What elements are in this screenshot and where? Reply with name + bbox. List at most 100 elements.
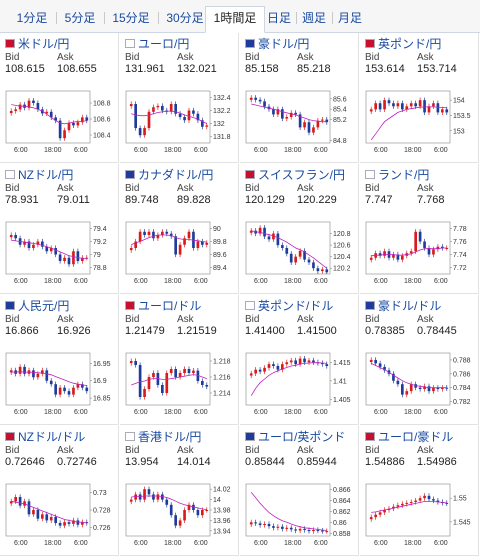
y-tick-label: 132: [213, 121, 225, 128]
candle-body: [414, 103, 417, 107]
x-tick-label: 18:00: [44, 147, 62, 154]
currency-pair-link[interactable]: スイスフラン/円: [245, 166, 345, 182]
x-tick-label: 6:00: [314, 278, 328, 285]
candle-body: [307, 122, 311, 133]
price-chart: 14.02 14 13.98 13.96 13.94 6:00 18:00 6:00: [125, 483, 231, 547]
tab-5min[interactable]: 5分足: [64, 11, 96, 25]
y-tick-label: 1.55: [453, 496, 467, 503]
x-tick-label: 18:00: [284, 147, 302, 154]
currency-pair-title: 人民元/円: [18, 299, 70, 313]
candle-body: [143, 128, 146, 136]
y-tick-label: 120.8: [333, 231, 351, 238]
candle-body: [27, 100, 31, 108]
candle-body: [187, 504, 191, 510]
currency-pair-link[interactable]: 米ドル/円: [5, 35, 69, 51]
candle-body: [401, 103, 404, 110]
candle-body: [143, 489, 146, 500]
candle-body: [18, 104, 22, 110]
currency-pair-link[interactable]: ユーロ/豪ドル: [365, 428, 453, 444]
moving-average-line: [131, 495, 207, 510]
candle-body: [196, 510, 200, 516]
candle-body: [316, 268, 320, 272]
candle-body: [423, 386, 426, 390]
candle-body: [307, 259, 311, 263]
candle-body: [298, 114, 302, 128]
currency-pair-link[interactable]: 豪ドル/円: [245, 35, 309, 51]
x-tick-label: 6:00: [134, 278, 148, 285]
candle-body: [36, 510, 40, 519]
y-tick-label: 154: [453, 98, 465, 105]
tab-daily[interactable]: 日足: [266, 11, 291, 25]
ask-label: Ask: [57, 314, 74, 325]
y-tick-label: 120.4: [333, 254, 351, 261]
bid-value: 108.615: [5, 63, 45, 75]
currency-pair-link[interactable]: 香港ドル/円: [125, 428, 201, 444]
candle-body: [129, 499, 133, 502]
tab-1hour[interactable]: 1時間足: [205, 6, 265, 33]
currency-pair-link[interactable]: NZドル/ドル: [5, 428, 85, 444]
candle-body: [32, 370, 35, 378]
candle-body: [281, 109, 284, 119]
tab-1min[interactable]: 1分足: [16, 11, 48, 25]
candle-body: [392, 103, 395, 107]
ask-value: 14.014: [177, 456, 211, 468]
candle-body: [325, 269, 329, 273]
y-tick-label: 1.405: [333, 397, 351, 404]
currency-pair-link[interactable]: ランド/円: [365, 166, 429, 182]
moving-average-line: [11, 239, 87, 259]
currency-pair-link[interactable]: ユーロ/ドル: [125, 297, 201, 313]
candle-body: [249, 373, 253, 376]
ask-value: 1.21519: [177, 325, 217, 337]
candle-body: [409, 251, 413, 254]
candle-body: [441, 387, 444, 390]
moving-average-line: [11, 104, 87, 125]
tab-monthly[interactable]: 月足: [337, 11, 362, 25]
candle-body: [418, 231, 422, 242]
currency-pair-title: 豪ドル/円: [258, 37, 310, 51]
currency-pair-link[interactable]: カナダドル/円: [125, 166, 213, 182]
candle-body: [63, 522, 66, 526]
candle-body: [263, 101, 266, 107]
candle-body: [187, 110, 191, 121]
candle-body: [72, 387, 75, 395]
y-tick-label: 0.782: [453, 399, 471, 406]
price-chart: 0.788 0.786 0.784 0.782 6:00 18:00 6:00: [365, 352, 471, 416]
price-chart: 90 89.8 89.6 89.4 6:00 18:00 6:00: [125, 221, 227, 285]
candle-body: [196, 241, 200, 248]
candle-body: [76, 122, 80, 126]
candle-body: [409, 384, 413, 392]
flag-icon: [365, 432, 375, 442]
candle-body: [165, 499, 169, 505]
candle-body: [249, 230, 253, 233]
candle-body: [272, 364, 275, 366]
candle-body: [14, 109, 17, 111]
tab-30min[interactable]: 30分足: [166, 11, 204, 25]
candle-body: [161, 105, 164, 111]
currency-pair-link[interactable]: NZドル/円: [5, 166, 73, 182]
candle-body: [169, 504, 173, 516]
ask-value: 16.926: [57, 325, 91, 337]
candle-body: [58, 523, 62, 526]
candle-body: [147, 111, 151, 129]
flag-icon: [125, 39, 135, 49]
tab-weekly[interactable]: 週足: [301, 11, 326, 25]
currency-pair-link[interactable]: 豪ドル/ドル: [365, 297, 441, 313]
candle-body: [23, 366, 26, 374]
moving-average-line: [371, 363, 447, 389]
ask-value: 85.218: [297, 63, 331, 75]
currency-pair-link[interactable]: 人民元/円: [5, 297, 69, 313]
currency-pair-link[interactable]: ユーロ/円: [125, 35, 189, 51]
candle-body: [258, 99, 262, 102]
candle-body: [67, 257, 71, 265]
ask-label: Ask: [57, 183, 74, 194]
x-tick-label: 18:00: [404, 147, 422, 154]
y-tick-label: 89.4: [213, 265, 227, 272]
tab-15min[interactable]: 15分足: [112, 11, 150, 25]
y-tick-label: 79.4: [93, 226, 107, 233]
currency-pair-link[interactable]: 英ポンド/円: [365, 35, 441, 51]
moving-average-line: [11, 500, 87, 524]
candle-body: [174, 515, 177, 526]
currency-pair-link[interactable]: ユーロ/英ポンド: [245, 428, 345, 444]
bid-label: Bid: [5, 52, 20, 63]
currency-pair-link[interactable]: 英ポンド/ドル: [245, 297, 333, 313]
